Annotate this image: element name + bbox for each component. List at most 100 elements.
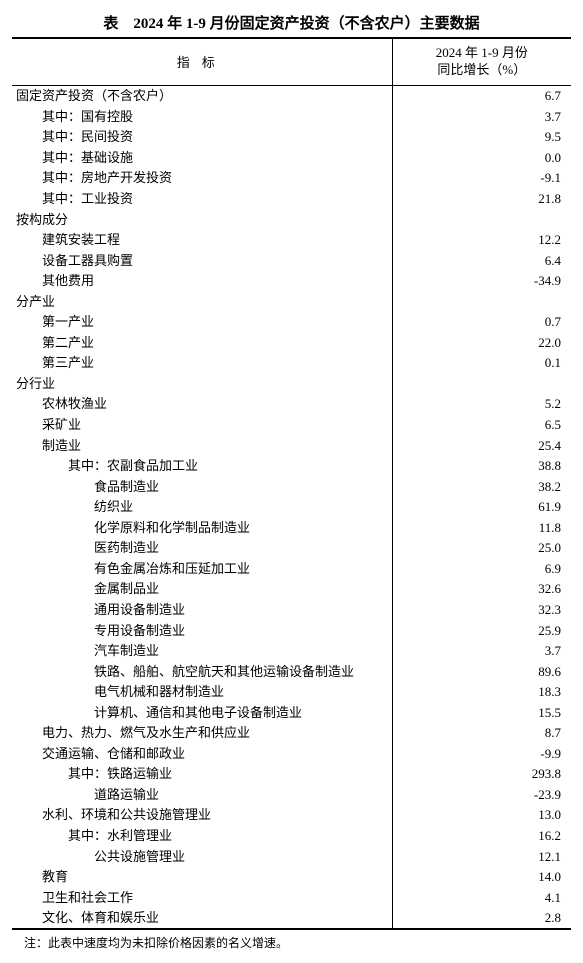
table-row: 食品制造业38.2 — [12, 476, 571, 497]
row-value — [392, 209, 571, 230]
row-value: 25.9 — [392, 620, 571, 641]
table-row: 农林牧渔业5.2 — [12, 394, 571, 415]
row-label: 其中：基础设施 — [12, 147, 392, 168]
row-label: 有色金属冶炼和压延加工业 — [12, 558, 392, 579]
row-label: 金属制品业 — [12, 579, 392, 600]
row-label: 食品制造业 — [12, 476, 392, 497]
row-value: 0.0 — [392, 147, 571, 168]
row-value: 25.4 — [392, 435, 571, 456]
table-row: 铁路、船舶、航空航天和其他运输设备制造业89.6 — [12, 661, 571, 682]
row-value: 32.3 — [392, 599, 571, 620]
row-value: 11.8 — [392, 517, 571, 538]
row-value: 14.0 — [392, 867, 571, 888]
row-label: 农林牧渔业 — [12, 394, 392, 415]
table-row: 其中：国有控股3.7 — [12, 106, 571, 127]
table-row: 固定资产投资（不含农户）6.7 — [12, 85, 571, 106]
row-value: 5.2 — [392, 394, 571, 415]
row-value: 6.4 — [392, 250, 571, 271]
table-row: 其中：铁路运输业293.8 — [12, 764, 571, 785]
footnote: 注：此表中速度均为未扣除价格因素的名义增速。 — [12, 930, 571, 951]
row-label: 分行业 — [12, 373, 392, 394]
row-label: 文化、体育和娱乐业 — [12, 908, 392, 930]
table-row: 道路运输业-23.9 — [12, 784, 571, 805]
row-label: 建筑安装工程 — [12, 230, 392, 251]
table-row: 医药制造业25.0 — [12, 538, 571, 559]
row-value: -34.9 — [392, 271, 571, 292]
row-label: 交通运输、仓储和邮政业 — [12, 743, 392, 764]
row-value: 12.1 — [392, 846, 571, 867]
row-label: 教育 — [12, 867, 392, 888]
row-value: 3.7 — [392, 106, 571, 127]
header-value-line2: 同比增长（%） — [437, 62, 526, 77]
table-row: 其中：民间投资9.5 — [12, 127, 571, 148]
table-row: 其中：水利管理业16.2 — [12, 825, 571, 846]
table-row: 专用设备制造业25.9 — [12, 620, 571, 641]
table-row: 第一产业0.7 — [12, 312, 571, 333]
row-label: 医药制造业 — [12, 538, 392, 559]
table-row: 制造业25.4 — [12, 435, 571, 456]
table-row: 其他费用-34.9 — [12, 271, 571, 292]
table-row: 其中：工业投资21.8 — [12, 189, 571, 210]
row-value: 22.0 — [392, 332, 571, 353]
table-row: 采矿业6.5 — [12, 415, 571, 436]
table-body: 固定资产投资（不含农户）6.7其中：国有控股3.7其中：民间投资9.5其中：基础… — [12, 85, 571, 929]
row-label: 其中：国有控股 — [12, 106, 392, 127]
row-label: 分产业 — [12, 291, 392, 312]
table-row: 其中：房地产开发投资-9.1 — [12, 168, 571, 189]
row-value: 21.8 — [392, 189, 571, 210]
row-value — [392, 373, 571, 394]
row-label: 通用设备制造业 — [12, 599, 392, 620]
row-label: 其中：铁路运输业 — [12, 764, 392, 785]
row-label: 其中：房地产开发投资 — [12, 168, 392, 189]
row-value: 15.5 — [392, 702, 571, 723]
row-value: 9.5 — [392, 127, 571, 148]
row-value: 61.9 — [392, 497, 571, 518]
table-row: 交通运输、仓储和邮政业-9.9 — [12, 743, 571, 764]
table-row: 水利、环境和公共设施管理业13.0 — [12, 805, 571, 826]
row-value: -9.1 — [392, 168, 571, 189]
row-label: 电力、热力、燃气及水生产和供应业 — [12, 723, 392, 744]
row-label: 化学原料和化学制品制造业 — [12, 517, 392, 538]
table-row: 纺织业61.9 — [12, 497, 571, 518]
row-value: 25.0 — [392, 538, 571, 559]
row-value: 2.8 — [392, 908, 571, 930]
table-row: 金属制品业32.6 — [12, 579, 571, 600]
row-label: 设备工器具购置 — [12, 250, 392, 271]
table-row: 第三产业0.1 — [12, 353, 571, 374]
row-value: 0.1 — [392, 353, 571, 374]
row-label: 计算机、通信和其他电子设备制造业 — [12, 702, 392, 723]
table-row: 第二产业22.0 — [12, 332, 571, 353]
row-label: 其他费用 — [12, 271, 392, 292]
row-value: 6.7 — [392, 85, 571, 106]
table-row: 有色金属冶炼和压延加工业6.9 — [12, 558, 571, 579]
table-row: 文化、体育和娱乐业2.8 — [12, 908, 571, 930]
row-label: 第二产业 — [12, 332, 392, 353]
table-row: 其中：农副食品加工业38.8 — [12, 456, 571, 477]
row-label: 汽车制造业 — [12, 641, 392, 662]
row-value: 18.3 — [392, 682, 571, 703]
row-label: 其中：农副食品加工业 — [12, 456, 392, 477]
table-row: 卫生和社会工作4.1 — [12, 887, 571, 908]
row-label: 电气机械和器材制造业 — [12, 682, 392, 703]
table-row: 通用设备制造业32.3 — [12, 599, 571, 620]
row-value: 6.5 — [392, 415, 571, 436]
row-value: 3.7 — [392, 641, 571, 662]
table-row: 按构成分 — [12, 209, 571, 230]
row-value: -23.9 — [392, 784, 571, 805]
row-value: 6.9 — [392, 558, 571, 579]
header-indicator: 指标 — [12, 39, 392, 85]
row-value: 0.7 — [392, 312, 571, 333]
row-label: 水利、环境和公共设施管理业 — [12, 805, 392, 826]
table-row: 电气机械和器材制造业18.3 — [12, 682, 571, 703]
table-row: 公共设施管理业12.1 — [12, 846, 571, 867]
row-label: 采矿业 — [12, 415, 392, 436]
row-label: 制造业 — [12, 435, 392, 456]
row-value: -9.9 — [392, 743, 571, 764]
table-row: 其中：基础设施0.0 — [12, 147, 571, 168]
row-value: 12.2 — [392, 230, 571, 251]
row-label: 铁路、船舶、航空航天和其他运输设备制造业 — [12, 661, 392, 682]
row-label: 第三产业 — [12, 353, 392, 374]
header-value: 2024 年 1-9 月份 同比增长（%） — [392, 39, 571, 85]
row-label: 其中：水利管理业 — [12, 825, 392, 846]
table-title: 表 2024 年 1-9 月份固定资产投资（不含农户）主要数据 — [12, 12, 571, 39]
